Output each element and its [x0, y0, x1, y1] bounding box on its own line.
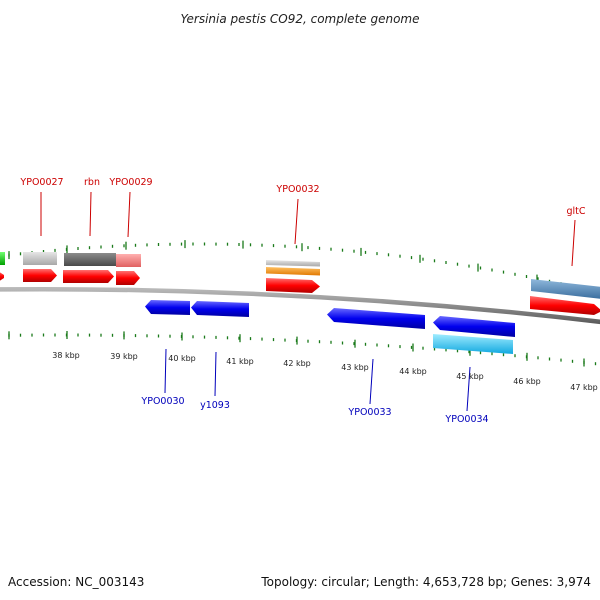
forward-feature-track: [0, 252, 600, 299]
scale-label-38kbp: 38 kbp: [52, 351, 80, 360]
scale-label-46kbp: 46 kbp: [513, 377, 541, 386]
scale-label-44kbp: 44 kbp: [399, 367, 427, 376]
ypo0032-connector: [294, 198, 299, 245]
scale-label-39kbp: 39 kbp: [110, 352, 138, 361]
y1093-connector: [214, 351, 217, 397]
y1093-cds-arrow: [191, 301, 249, 317]
accession-label: Accession: NC_003143: [8, 575, 144, 589]
rbn-cds-arrow: [63, 270, 114, 283]
gene-label-ypo0033[interactable]: YPO0033: [347, 407, 391, 418]
gene-label-connectors: [40, 191, 576, 412]
ypo0027-feature-block: [23, 252, 57, 265]
gltc-feature-block: [531, 279, 600, 299]
ypo0034-connector: [466, 366, 471, 412]
ypo0030-connector: [164, 348, 167, 394]
rbn-feature-block: [64, 253, 116, 266]
ypo0034-cds-arrow: [433, 316, 515, 337]
scale-label-40kbp: 40 kbp: [168, 354, 196, 363]
forward-gene-labels: YPO0027 rbn YPO0029 YPO0032 gltC: [19, 177, 585, 217]
gene-label-ypo0029[interactable]: YPO0029: [108, 177, 152, 188]
gene-label-rbn[interactable]: rbn: [84, 177, 100, 188]
ypo0033-cds-arrow: [327, 308, 425, 329]
scale-labels: 38 kbp 39 kbp 40 kbp 41 kbp 42 kbp 43 kb…: [52, 351, 598, 392]
scale-label-42kbp: 42 kbp: [283, 359, 311, 368]
ypo0032-feature-block: [266, 260, 320, 267]
rbn-connector: [89, 191, 92, 237]
gene-label-ypo0027[interactable]: YPO0027: [19, 177, 63, 188]
gene-label-ypo0034[interactable]: YPO0034: [444, 414, 488, 425]
scale-label-47kbp: 47 kbp: [570, 383, 598, 392]
ypo0032-feature-band: [266, 267, 320, 276]
scale-label-45kbp: 45 kbp: [456, 372, 484, 381]
scale-label-43kbp: 43 kbp: [341, 363, 369, 372]
reverse-gene-labels: YPO0030 y1093 YPO0033 YPO0034: [140, 396, 488, 425]
ypo0034-feature-block: [433, 334, 513, 354]
ypo0029-feature-block: [116, 254, 141, 267]
gene-label-y1093[interactable]: y1093: [200, 400, 230, 411]
genome-backbone: [0, 286, 600, 325]
ypo0030-cds-arrow: [145, 300, 190, 315]
green-feature-block: [0, 252, 5, 265]
gltc-cds-arrow: [530, 296, 600, 315]
genome-title: Yersinia pestis CO92, complete genome: [181, 12, 420, 26]
scale-label-41kbp: 41 kbp: [226, 357, 254, 366]
reverse-cds-track: [145, 300, 515, 354]
gene-label-ypo0032[interactable]: YPO0032: [275, 184, 319, 195]
ypo0033-connector: [369, 358, 374, 405]
gene-label-gltc[interactable]: gltC: [566, 206, 585, 217]
genome-summary: Topology: circular; Length: 4,653,728 bp…: [260, 575, 591, 589]
gene-label-ypo0030[interactable]: YPO0030: [140, 396, 184, 407]
ypo0027-cds-arrow: [23, 269, 57, 282]
forward-cds-track: [0, 269, 600, 315]
ypo0032-cds-arrow: [266, 278, 320, 293]
ypo0029-connector: [127, 191, 131, 238]
edge-forward-cds-arrow: [0, 272, 4, 281]
ypo0029-cds-arrow: [116, 271, 140, 285]
gltc-connector: [571, 219, 576, 267]
